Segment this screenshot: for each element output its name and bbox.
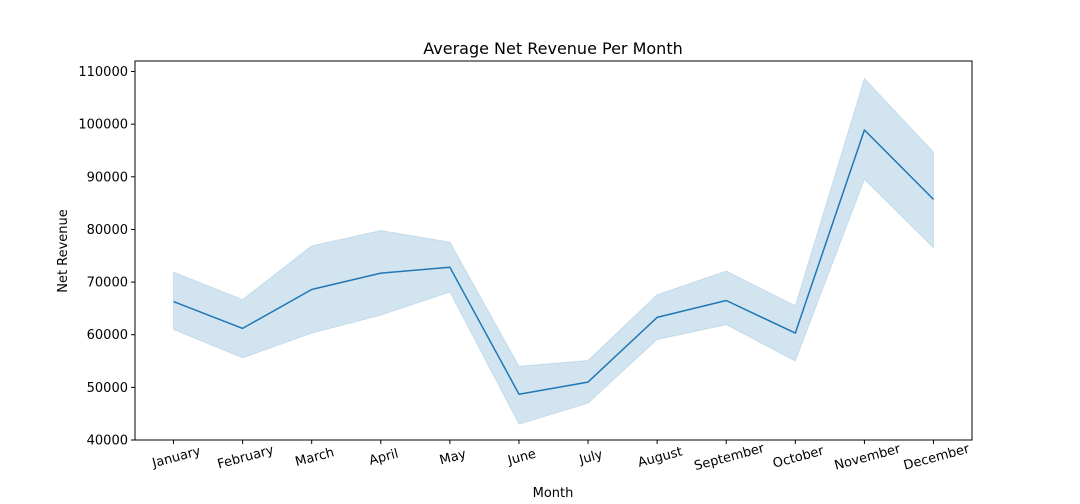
y-axis-title: Net Revenue [56,209,71,293]
x-tick-label-august: August [636,444,684,470]
x-tick-label-january: January [150,444,203,472]
x-tick-label-december: December [902,441,972,473]
data-point-february [242,327,244,329]
data-point-july [587,381,589,383]
data-point-january [173,301,175,303]
x-tick-label-april: April [368,447,401,469]
plot-area [173,77,935,425]
data-point-october [794,332,796,334]
confidence-band [173,77,934,425]
x-tick-label-september: September [693,441,767,474]
x-tick-label-november: November [833,441,903,473]
data-point-august [656,316,658,318]
series-line [173,129,935,395]
data-point-april [380,272,382,274]
data-point-june [518,393,520,395]
chart-title: Average Net Revenue Per Month [423,39,682,58]
x-axis: January February March April May June July Augu… [150,440,972,474]
y-tick-label: 40000 [87,434,128,449]
y-axis: 40000 50000 60000 70000 80000 90000 100000 1100… [78,65,135,449]
plot-frame [134,60,973,441]
x-tick-label-march: March [294,445,336,470]
y-tick-label: 50000 [87,381,128,396]
data-point-december [933,198,935,200]
data-point-november [863,129,865,131]
x-tick-label-june: June [505,447,537,469]
y-tick-label: 80000 [87,223,128,238]
y-tick-label: 60000 [87,328,128,343]
data-point-march [311,289,313,291]
y-tick-label: 110000 [78,65,128,80]
data-point-may [449,266,451,268]
x-tick-label-july: July [577,447,605,468]
y-tick-label: 100000 [78,118,128,133]
x-axis-title: Month [533,486,574,501]
y-tick-label: 70000 [87,276,128,291]
y-tick-label: 90000 [87,170,128,185]
x-tick-label-february: February [216,443,276,472]
x-tick-label-may: May [438,447,468,469]
data-point-september [725,300,727,302]
x-tick-label-october: October [771,443,826,471]
